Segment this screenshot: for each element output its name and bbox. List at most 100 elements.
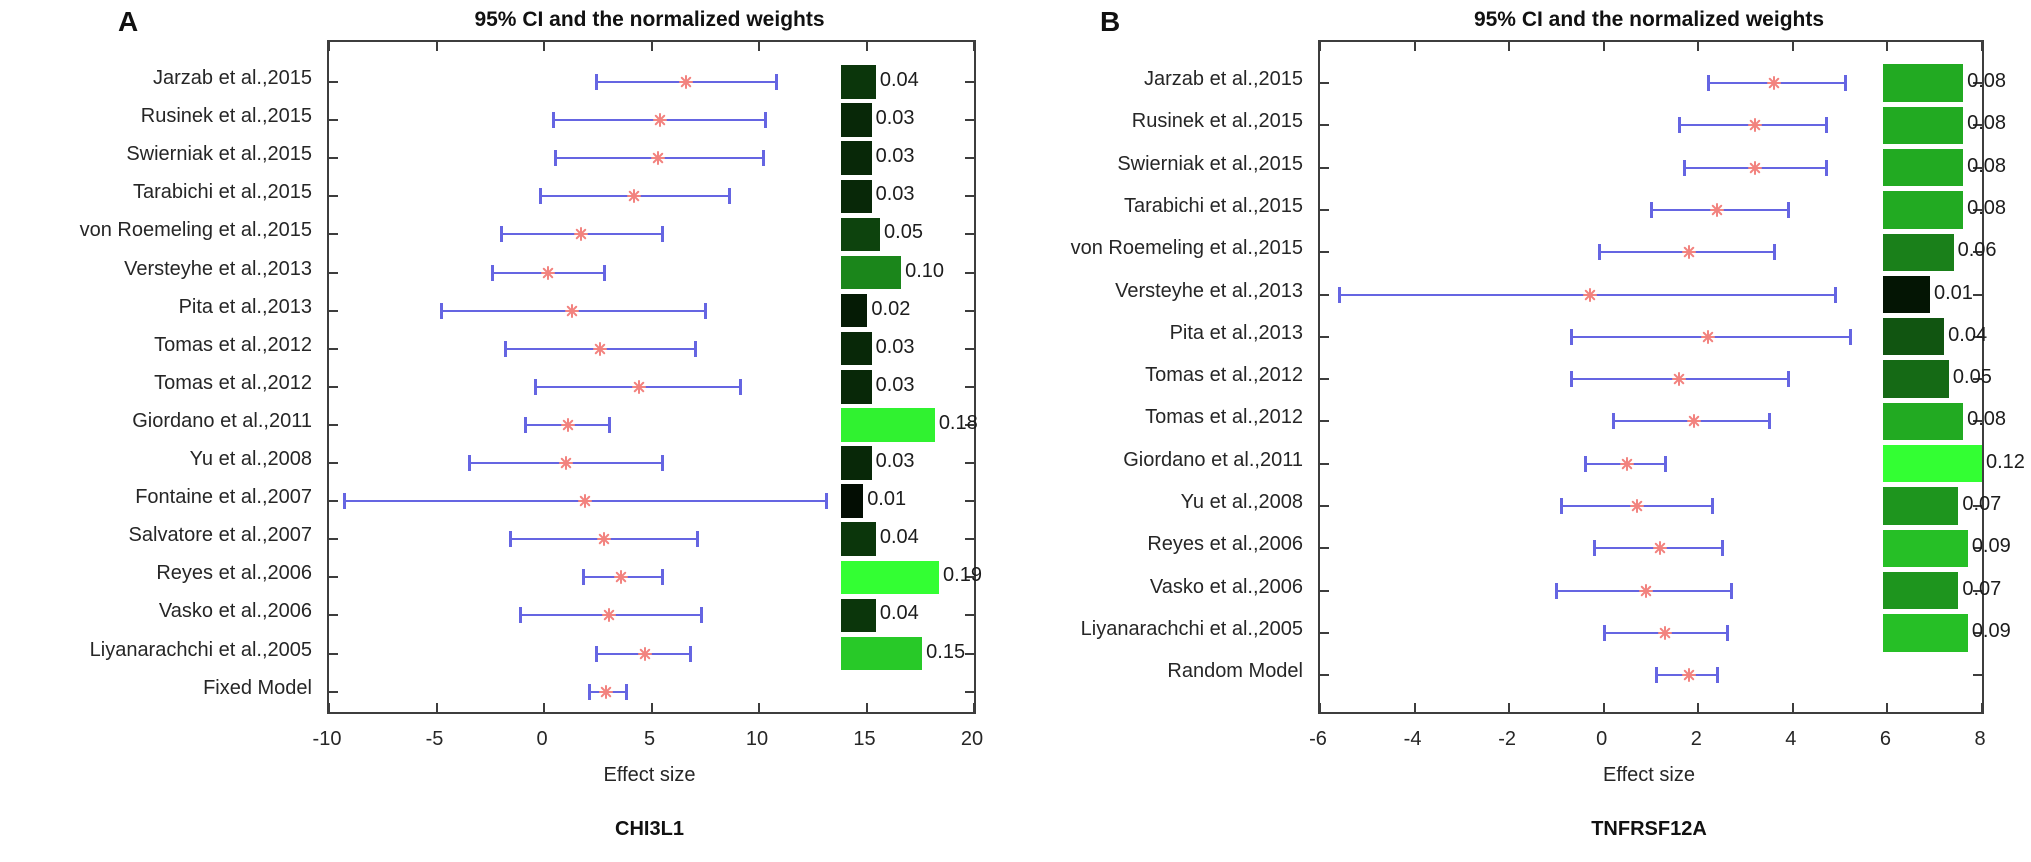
ci-cap-left [1602, 624, 1606, 641]
x-axis-tick [865, 703, 868, 712]
y-axis-tick [965, 385, 974, 388]
study-label: Liyanarachchi et al.,2005 [1080, 617, 1303, 640]
weight-value-label: 0.07 [1962, 493, 2002, 515]
weight-value-label: 0.15 [926, 640, 966, 663]
weight-bar [840, 408, 935, 442]
y-axis-tick [1320, 631, 1329, 634]
y-axis-tick [329, 538, 338, 541]
weight-value-label: 0.03 [875, 450, 915, 472]
y-axis-tick [1973, 251, 1982, 254]
weight-value-label: 0.03 [875, 145, 915, 168]
weight-value-label: 0.03 [875, 373, 915, 396]
x-axis-tick [1413, 42, 1416, 51]
x-axis-tick [1319, 42, 1321, 51]
x-axis-tick [1697, 703, 1700, 712]
weight-bar [840, 217, 881, 252]
x-axis-tick-labels: -6 -4 -2 0 2 4 6 8 [1309, 722, 1985, 752]
weight-value-label: 0.01 [867, 488, 907, 511]
y-axis-tick [1320, 251, 1329, 254]
x-axis-tick [435, 703, 438, 712]
ci-cap-right [1834, 286, 1838, 303]
weight-bar [840, 331, 872, 366]
y-axis-tick [329, 157, 338, 160]
ci-cap-right [1848, 328, 1852, 345]
x-tick-label: 20 [960, 728, 984, 750]
x-axis-tick [435, 42, 438, 51]
weight-bar [840, 636, 923, 671]
x-tick-label: 0 [536, 728, 548, 750]
ci-cap-left [504, 340, 508, 357]
ci-cap-left [1569, 371, 1573, 388]
x-tick-label: -4 [1403, 728, 1422, 750]
x-axis-tick [1981, 42, 1983, 51]
ci-cap-right [693, 340, 697, 357]
x-tick-label: -6 [1309, 728, 1327, 750]
x-axis-tick [973, 42, 975, 51]
y-axis-tick [329, 423, 338, 426]
x-tick-label: -10 [312, 728, 342, 750]
ci-cap-right [695, 531, 699, 548]
ci-cap-left [588, 683, 592, 700]
ci-cap-right [738, 378, 742, 395]
weight-bar [1882, 614, 1968, 652]
weight-bar [840, 293, 868, 328]
ci-cap-right [1725, 624, 1729, 641]
weight-value-label: 0.04 [1948, 323, 1988, 346]
weight-bar [1882, 275, 1930, 314]
weight-value-label: 0.03 [875, 335, 915, 358]
ci-cap-left [508, 531, 512, 548]
plot-area: 0.04 0.03 0.03 0.03 0.05 0.10 0.02 0.03 0.03 0.18… [327, 40, 982, 714]
x-axis-label: Effect size [1603, 764, 1695, 786]
x-axis-tick [650, 703, 653, 712]
ci-cap-right [1787, 371, 1791, 388]
y-axis-tick [965, 614, 974, 617]
plot-title: 95% CI and the normalized weights [474, 8, 825, 31]
study-label: Rusinek et al.,2015 [1131, 110, 1303, 133]
ci-cap-left [1678, 117, 1682, 134]
y-axis-tick [1320, 378, 1329, 381]
x-axis-tick [1886, 703, 1889, 712]
weight-value-label: 0.01 [1933, 281, 1973, 304]
weight-value-label: 0.08 [1967, 112, 2007, 135]
ci-cap-right [764, 112, 768, 129]
weight-bar [1882, 148, 1964, 187]
weight-bar [1882, 487, 1959, 525]
weight-value-label: 0.19 [943, 564, 982, 587]
ci-cap-left [594, 74, 598, 90]
weight-value-label: 0.04 [879, 526, 919, 549]
study-label: Tomas et al.,2012 [1145, 406, 1303, 429]
study-label: Yu et al.,2008 [1180, 491, 1303, 513]
y-axis-tick [1973, 589, 1982, 592]
ci-cap-right [1716, 667, 1720, 684]
y-axis-tick [1973, 166, 1982, 169]
ci-cap-left [1593, 540, 1597, 557]
ci-cap-right [1787, 201, 1791, 218]
ci-cap-left [1612, 413, 1616, 430]
ci-cap-right [1772, 244, 1776, 261]
y-axis-tick [329, 462, 338, 464]
y-axis-tick [965, 462, 974, 464]
ci-cap-left [553, 150, 557, 167]
y-axis-tick [965, 652, 974, 655]
weight-value-label: 0.12 [1986, 450, 2025, 473]
ci-cap-right [603, 264, 607, 281]
y-axis-tick [1320, 505, 1329, 507]
study-label: Swierniak et al.,2015 [1117, 152, 1303, 175]
weight-bar [1882, 571, 1959, 610]
weight-bar [840, 598, 876, 633]
gene-label: CHI3L1 [615, 818, 684, 840]
y-axis-tick [329, 347, 338, 350]
y-axis-tick [329, 195, 338, 198]
x-axis-tick-labels: -10 -5 0 5 10 15 20 [313, 722, 984, 752]
ci-cap-right [1824, 159, 1828, 176]
x-tick-label: 0 [1596, 728, 1608, 750]
weight-bar [840, 446, 872, 480]
y-axis-tick [965, 309, 974, 312]
x-tick-label: 10 [745, 728, 769, 750]
ci-cap-left [594, 645, 598, 662]
x-axis-tick [1602, 703, 1605, 712]
y-axis-tick [329, 614, 338, 617]
y-axis-tick [965, 500, 974, 503]
x-tick-label: 2 [1690, 728, 1702, 750]
weight-bar [1882, 445, 1982, 483]
